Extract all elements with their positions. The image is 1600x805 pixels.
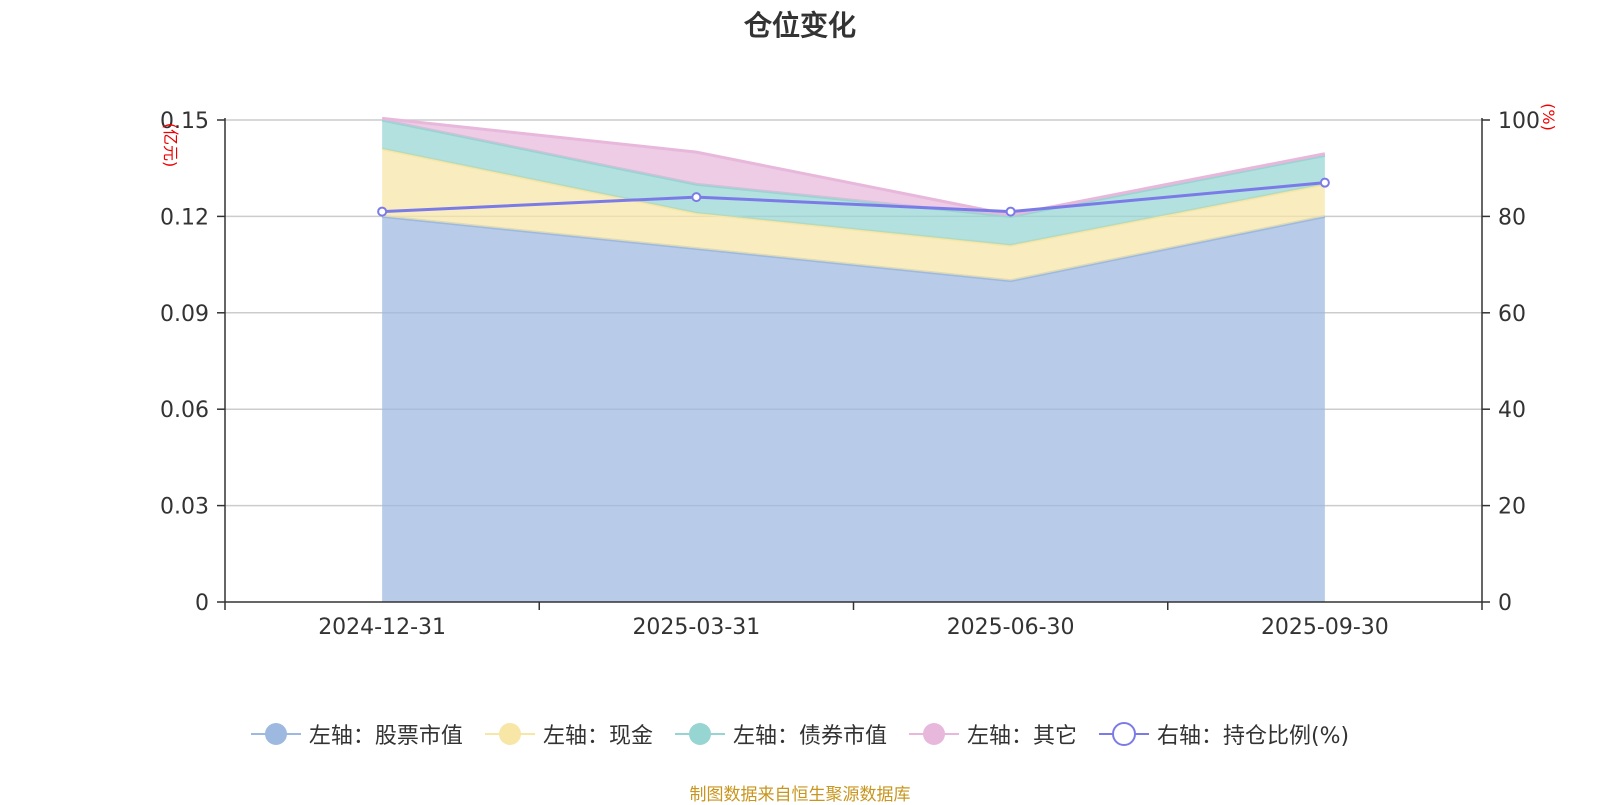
- source-note: 制图数据来自恒生聚源数据库: [689, 785, 911, 805]
- legend-dot-icon: [250, 723, 301, 745]
- x-tick-label: 2025-09-30: [1261, 615, 1389, 640]
- legend-item[interactable]: 左轴：现金: [484, 718, 653, 750]
- legend-label: 左轴：债券市值: [732, 724, 887, 749]
- legend-label: 左轴：其它: [966, 724, 1077, 749]
- right-tick-label: 0: [1498, 591, 1512, 616]
- line-point: [377, 206, 388, 217]
- area-左轴：债券市值: [382, 120, 1325, 246]
- legend-label: 左轴：现金: [542, 724, 653, 749]
- right-tick-label: 20: [1498, 495, 1526, 520]
- left-tick-label: 0.12: [160, 205, 209, 230]
- area-edge-左轴：其它: [381, 116, 1326, 217]
- line-series-layer: [377, 177, 1330, 217]
- line-point: [1005, 206, 1016, 217]
- legend-dot-icon: [484, 723, 535, 745]
- line-point: [691, 192, 702, 203]
- legend-label: 右轴：持仓比例(%): [1156, 724, 1350, 749]
- legend: 左轴：股票市值 左轴：现金 左轴：债券市值 左轴：其它 右轴：持仓比例(%): [0, 718, 1600, 750]
- left-tick-label: 0.09: [160, 302, 209, 327]
- left-tick-label: 0: [195, 591, 209, 616]
- legend-item[interactable]: 右轴：持仓比例(%): [1098, 718, 1350, 750]
- right-tick-label: 100: [1498, 109, 1540, 134]
- x-tick-label: 2025-06-30: [947, 615, 1075, 640]
- left-axis-unit: (亿元): [161, 123, 180, 168]
- line-右轴：持仓比例(%): [382, 181, 1326, 214]
- right-tick-label: 60: [1498, 302, 1526, 327]
- area-series-layer: [381, 116, 1326, 602]
- right-tick-label: 80: [1498, 205, 1526, 230]
- left-tick-label: 0.15: [160, 109, 209, 134]
- x-tick-label: 2024-12-31: [318, 615, 446, 640]
- legend-dot-icon: [908, 723, 959, 745]
- chart-title: 仓位变化: [743, 9, 856, 42]
- area-左轴：股票市值: [382, 216, 1325, 602]
- left-tick-label: 0.06: [160, 398, 209, 423]
- legend-label: 左轴：股票市值: [308, 724, 463, 749]
- legend-dot-icon: [674, 723, 725, 745]
- line-point: [1319, 177, 1330, 188]
- left-tick-label: 0.03: [160, 495, 209, 520]
- legend-item[interactable]: 左轴：债券市值: [674, 718, 887, 750]
- axis-labels: 0 0 0.03 20 0.06 40 0.09 60 0.12 80 0.15 100 2024-12…: [160, 103, 1558, 640]
- legend-line-marker-icon: [1098, 722, 1149, 746]
- right-axis-unit: (%): [1539, 103, 1558, 131]
- area-左轴：其它: [382, 118, 1325, 217]
- area-左轴：现金: [382, 148, 1325, 281]
- x-tick-label: 2025-03-31: [632, 615, 760, 640]
- legend-item[interactable]: 左轴：其它: [908, 718, 1077, 750]
- right-tick-label: 40: [1498, 398, 1526, 423]
- legend-item[interactable]: 左轴：股票市值: [250, 718, 463, 750]
- axes: [217, 118, 1490, 610]
